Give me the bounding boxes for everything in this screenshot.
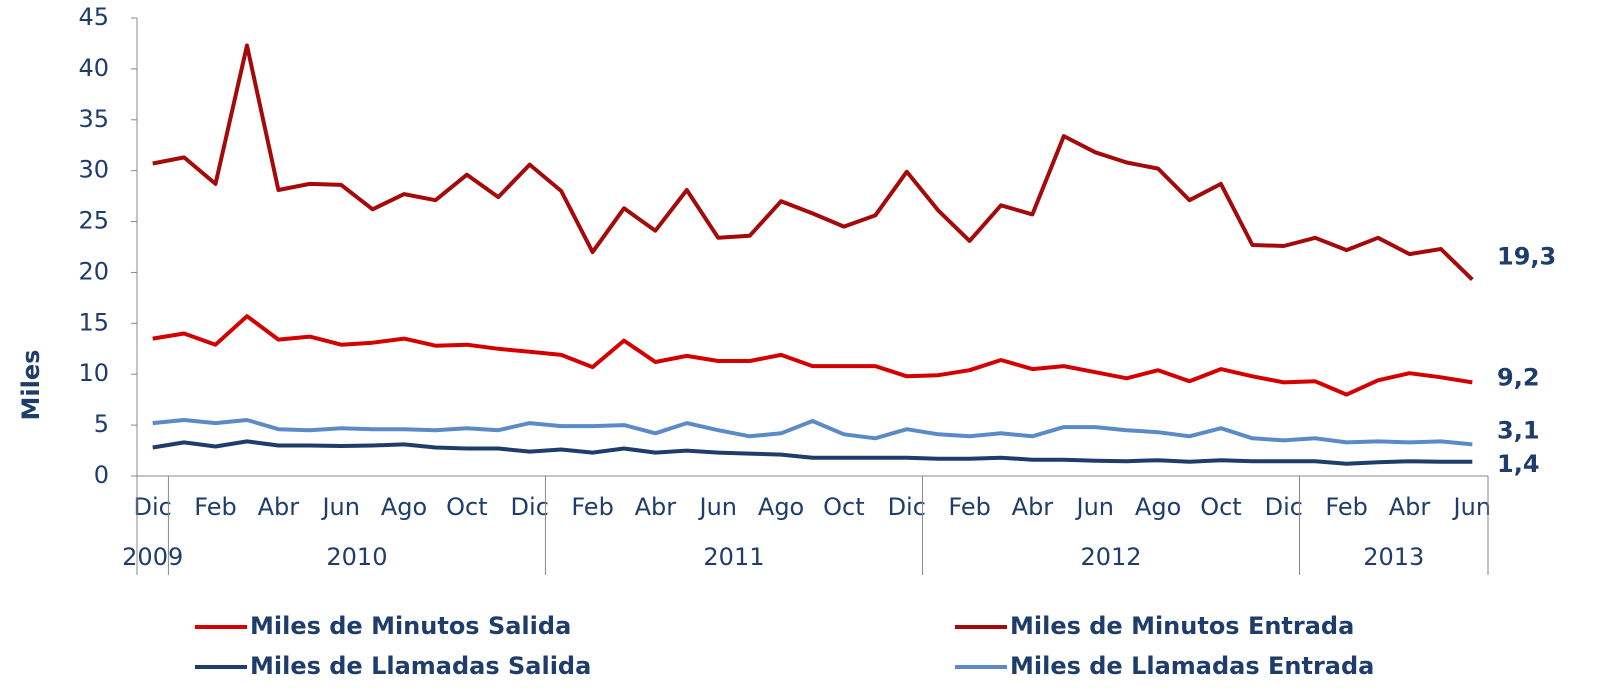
legend-label: Miles de Minutos Entrada [1010,612,1354,640]
x-tick-label: Feb [571,493,614,521]
x-group-label: 2009 [122,543,183,571]
x-group-label: 2012 [1080,543,1141,571]
x-tick-label: Oct [1200,493,1242,521]
legend-label: Miles de Llamadas Salida [250,652,591,680]
x-tick-label: Ago [1135,493,1181,521]
x-tick-label: Ago [381,493,427,521]
data-label: 3,1 [1497,416,1540,444]
y-tick-label: 30 [78,156,109,184]
x-tick-label: Dic [888,493,926,521]
legend-label: Miles de Llamadas Entrada [1010,652,1374,680]
y-tick-label: 35 [78,105,109,133]
x-tick-label: Feb [1325,493,1368,521]
x-tick-label: Feb [948,493,991,521]
x-group-label: 2010 [326,543,387,571]
x-tick-label: Dic [1265,493,1303,521]
data-label: 9,2 [1497,363,1540,391]
y-tick-label: 45 [78,3,109,31]
y-tick-label: 0 [94,461,109,489]
x-tick-label: Abr [635,493,677,521]
x-tick-label: Abr [1012,493,1054,521]
y-axis-label: Miles [17,350,45,421]
x-tick-label: Dic [134,493,172,521]
x-tick-label: Abr [1389,493,1431,521]
x-tick-label: Oct [823,493,865,521]
y-tick-label: 40 [78,54,109,82]
x-tick-label: Jun [697,493,737,521]
legend-label: Miles de Minutos Salida [250,612,571,640]
x-group-label: 2013 [1363,543,1424,571]
y-tick-label: 10 [78,359,109,387]
series-line [152,314,1473,397]
x-tick-label: Jun [1452,493,1492,521]
x-tick-label: Dic [511,493,549,521]
y-tick-label: 5 [94,410,109,438]
data-label: 1,4 [1497,450,1540,478]
series-line [152,418,1473,447]
x-tick-label: Jun [1075,493,1115,521]
x-group-label: 2011 [703,543,764,571]
data-label: 19,3 [1497,243,1556,271]
series-line [152,439,1473,466]
x-tick-label: Abr [258,493,300,521]
y-tick-label: 15 [78,308,109,336]
x-tick-label: Jun [320,493,360,521]
x-tick-label: Oct [446,493,488,521]
y-tick-label: 25 [78,207,109,235]
x-tick-label: Feb [194,493,237,521]
y-tick-label: 20 [78,257,109,285]
series-line [152,43,1474,282]
x-tick-label: Ago [758,493,804,521]
